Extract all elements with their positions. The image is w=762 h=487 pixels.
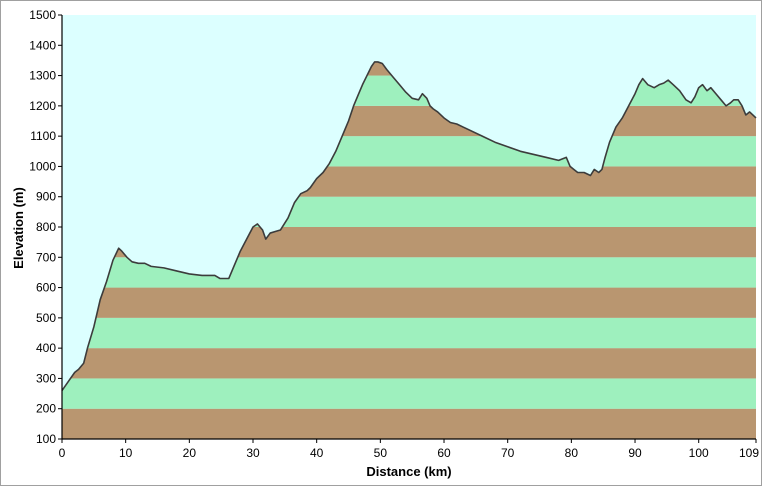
x-axis-label: Distance (km) [366,464,451,479]
y-tick-label: 100 [36,432,56,446]
x-tick-label: 100 [689,446,709,460]
y-tick-label: 800 [36,220,56,234]
elevation-band [62,408,756,439]
y-axis-ticks: 100 200 300 400 500 600 700 800 900 1000 1100 1200 1… [29,8,62,446]
x-tick-label: 40 [310,446,324,460]
y-axis-label: Elevation (m) [11,187,26,269]
y-tick-label: 200 [36,402,56,416]
y-tick-label: 900 [36,190,56,204]
y-tick-label: 1200 [29,99,56,113]
elevation-band [62,287,756,318]
x-tick-label: 109 [739,446,759,460]
y-tick-label: 1400 [29,38,56,52]
x-tick-label: 50 [374,446,388,460]
elevation-band [62,378,756,409]
x-tick-label: 20 [183,446,197,460]
y-tick-label: 600 [36,281,56,295]
elevation-band [62,317,756,349]
y-tick-label: 700 [36,250,56,264]
y-tick-label: 300 [36,371,56,385]
x-tick-label: 10 [119,446,133,460]
y-tick-label: 400 [36,341,56,355]
x-tick-label: 60 [437,446,451,460]
y-tick-label: 500 [36,311,56,325]
x-tick-label: 70 [501,446,515,460]
y-tick-label: 1300 [29,69,56,83]
x-tick-label: 0 [59,446,66,460]
x-tick-label: 30 [246,446,260,460]
x-tick-label: 90 [628,446,642,460]
elevation-profile [61,61,757,391]
elevation-band [62,348,756,379]
x-axis-ticks: 0 10 20 30 40 50 60 70 80 90 100 109 [59,439,759,460]
y-tick-label: 1500 [29,8,56,22]
y-tick-label: 1000 [29,159,56,173]
y-tick-label: 1100 [30,129,56,143]
x-tick-label: 80 [565,446,579,460]
elevation-line [61,61,757,391]
